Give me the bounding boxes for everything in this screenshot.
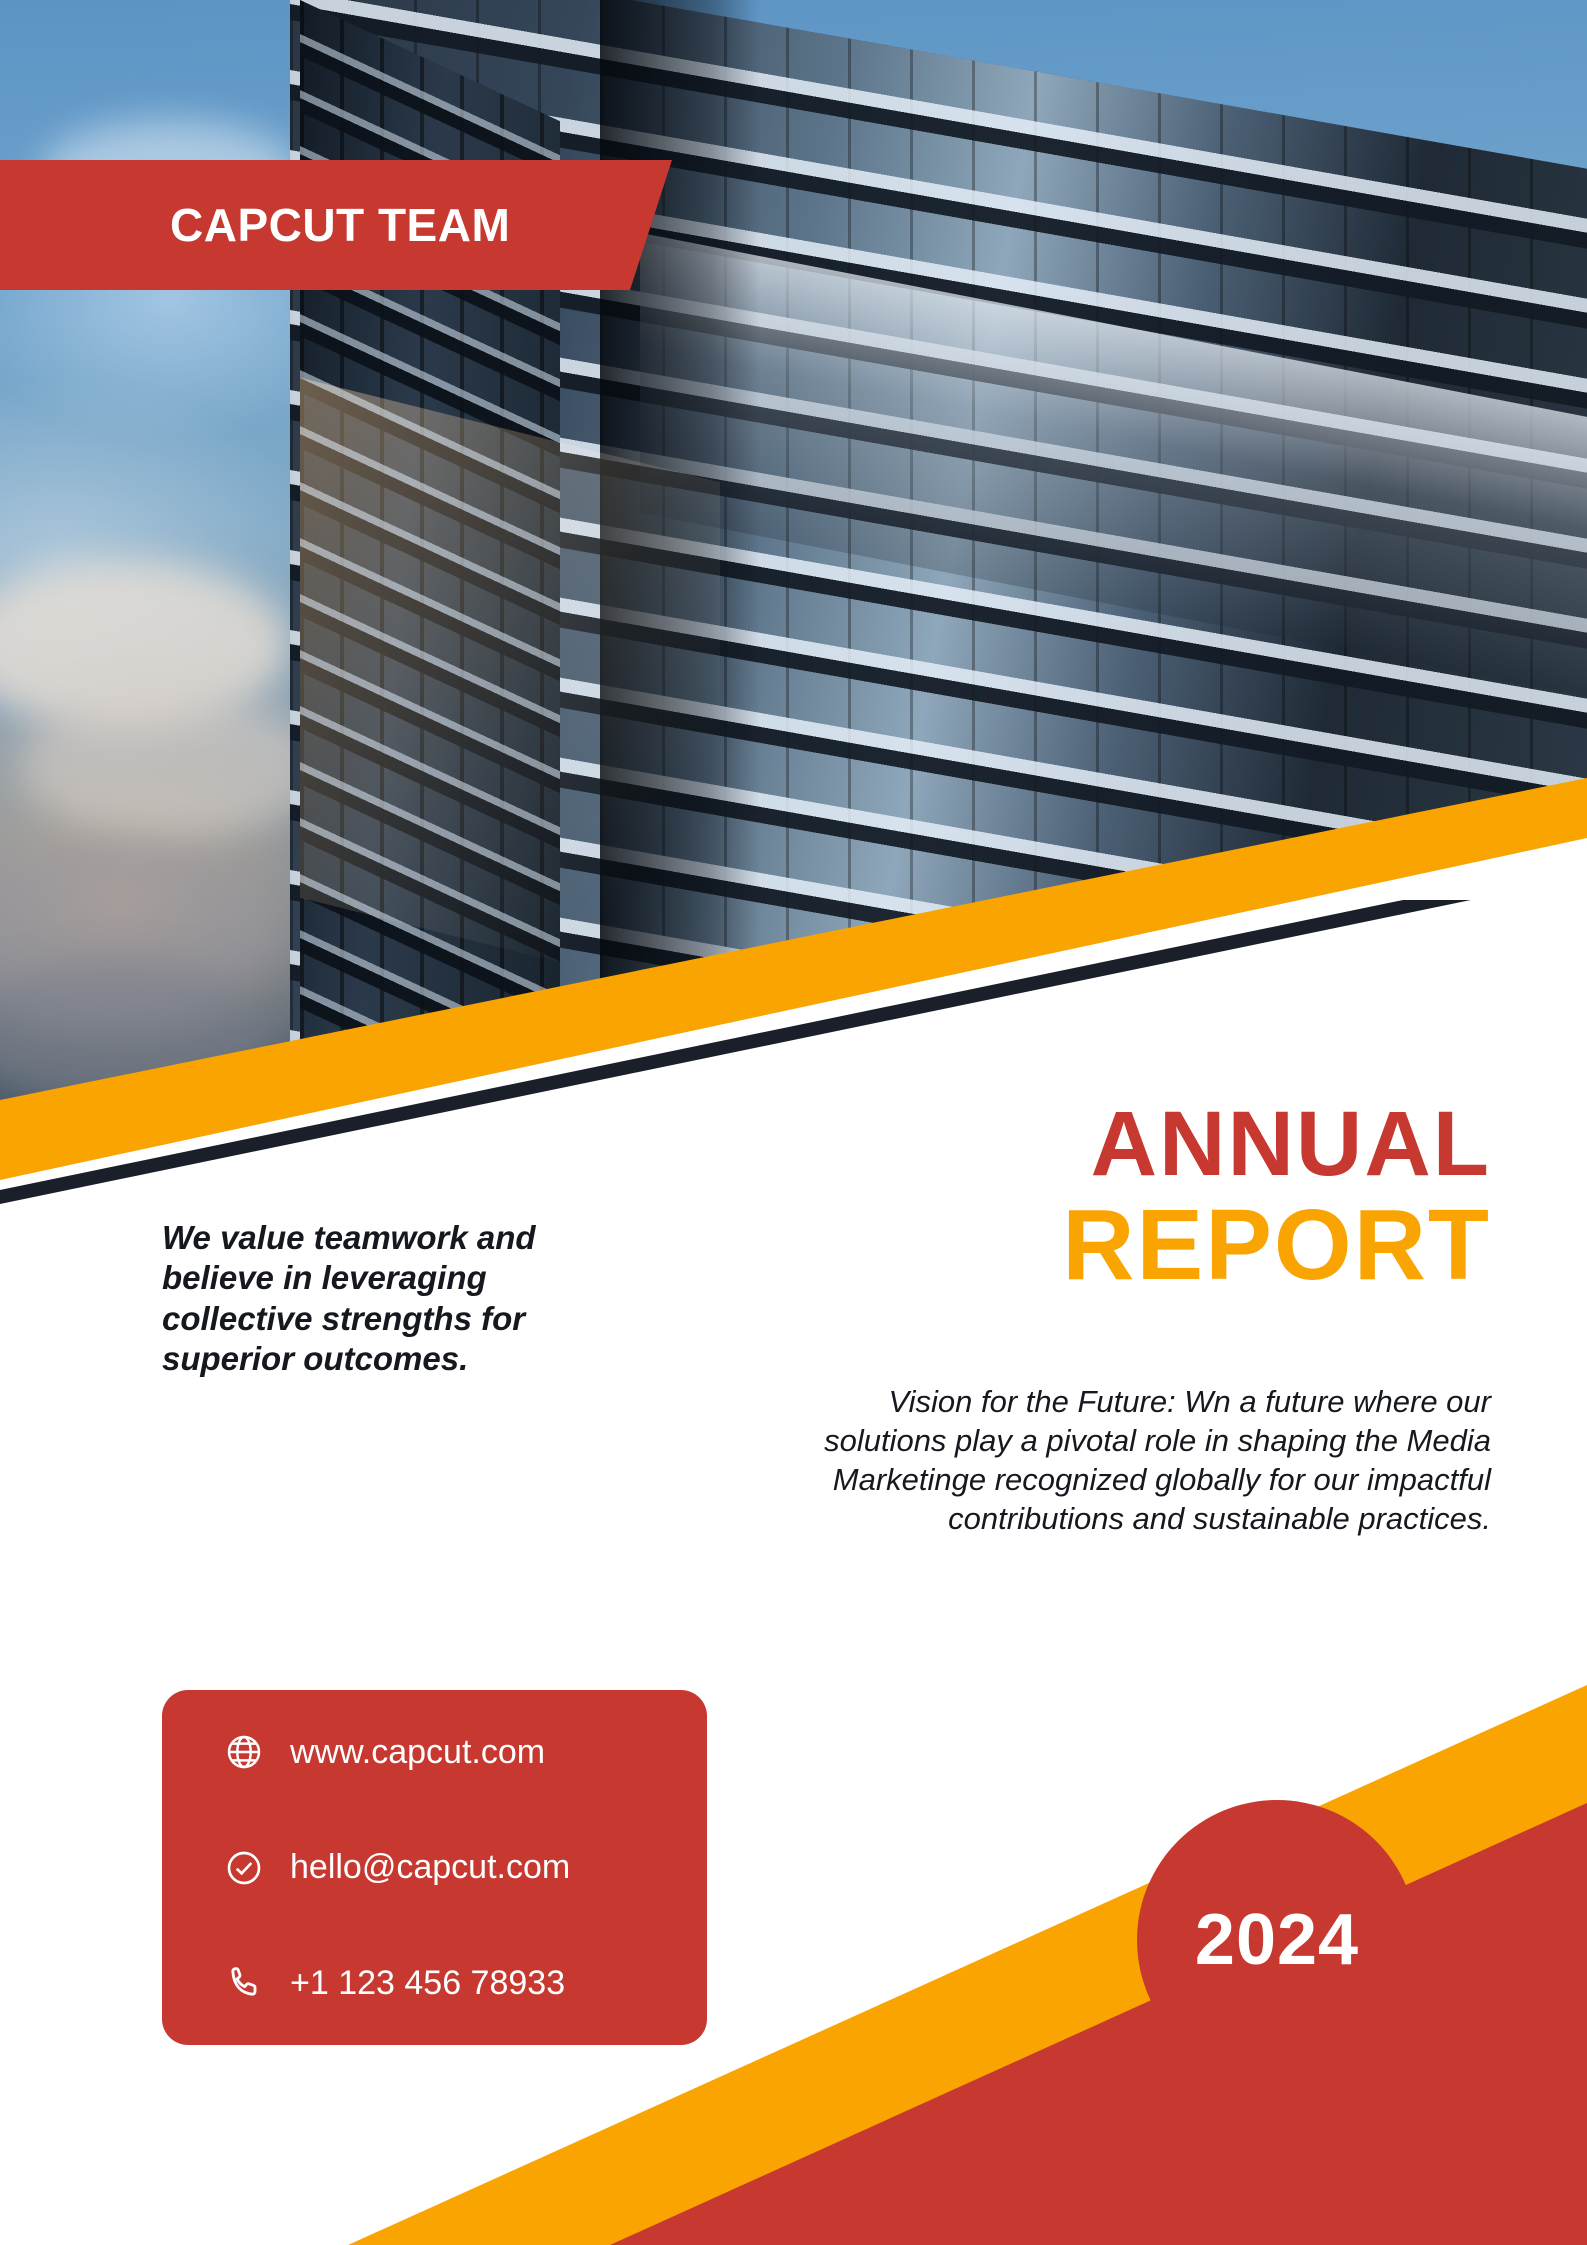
cloud-shape: [20, 690, 320, 840]
year-value: 2024: [1194, 1900, 1360, 1980]
phone-icon: [224, 1963, 264, 2003]
vision-paragraph: Vision for the Future: Wn a future where…: [824, 1384, 1491, 1537]
website-value: www.capcut.com: [290, 1732, 546, 1771]
contact-row-email[interactable]: hello@capcut.com: [224, 1848, 707, 1888]
team-banner: CAPCUT TEAM: [0, 160, 672, 290]
title-line-report: REPORT: [1062, 1188, 1491, 1301]
email-value: hello@capcut.com: [290, 1848, 571, 1886]
tagline-text: We value teamwork and believe in leverag…: [162, 1219, 536, 1377]
contact-row-phone[interactable]: +1 123 456 78933: [224, 1963, 707, 2003]
team-name-label: CAPCUT TEAM: [170, 199, 511, 251]
globe-icon: [224, 1732, 264, 1772]
title-line-annual: ANNUAL: [1090, 1093, 1491, 1195]
year-badge: 2024: [1137, 1800, 1417, 2080]
sunset-glow: [300, 377, 720, 1003]
contact-row-website[interactable]: www.capcut.com: [224, 1732, 707, 1772]
page-title: ANNUAL REPORT: [731, 1093, 1491, 1301]
check-circle-icon: [224, 1848, 264, 1888]
contact-card: www.capcut.com hello@capcut.com +1 123 4…: [162, 1690, 707, 2045]
phone-value: +1 123 456 78933: [290, 1963, 566, 2002]
